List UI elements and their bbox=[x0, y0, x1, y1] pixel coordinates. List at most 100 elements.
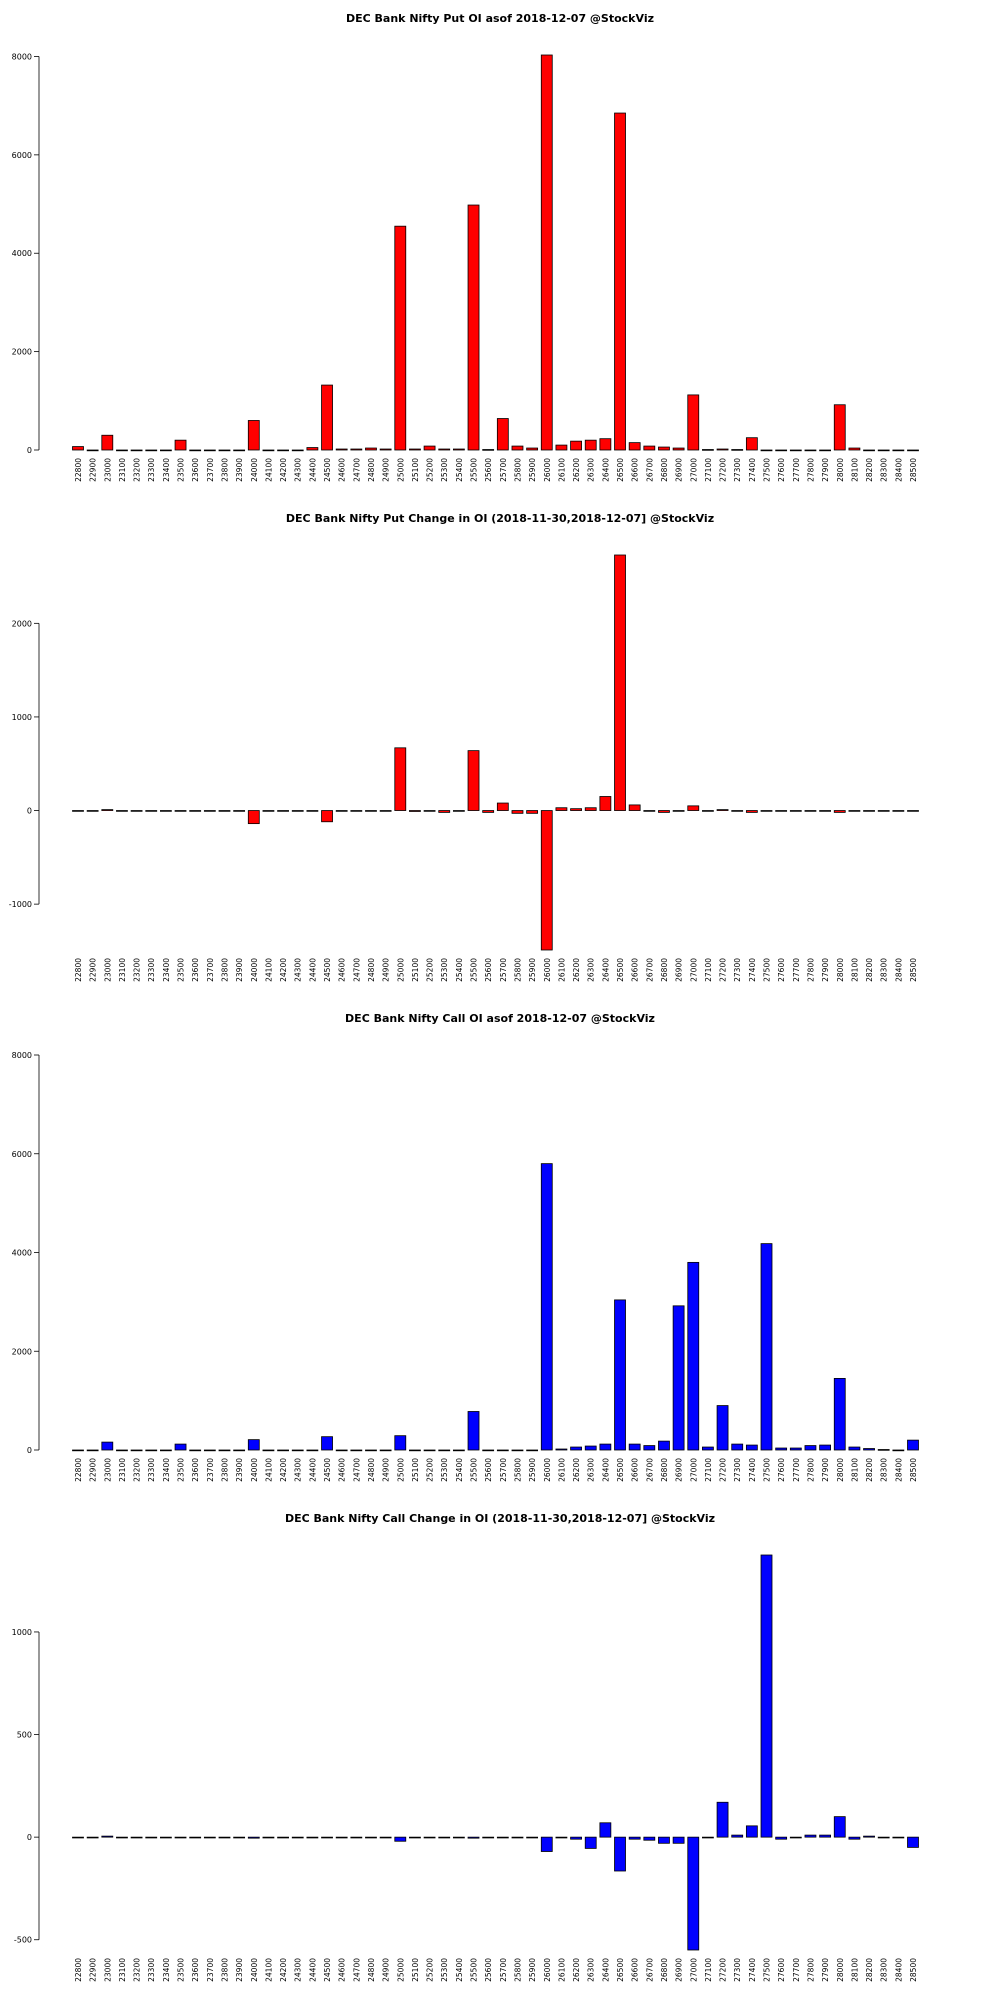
x-tick-label: 23900 bbox=[235, 458, 244, 482]
x-tick-label: 26500 bbox=[616, 1458, 625, 1482]
y-tick-label: 4000 bbox=[12, 249, 32, 258]
x-tick-label: 23600 bbox=[191, 1958, 200, 1982]
x-tick-label: 23600 bbox=[191, 1458, 200, 1482]
x-tick-label: 25900 bbox=[528, 958, 537, 982]
x-tick-label: 26200 bbox=[572, 458, 581, 482]
x-tick-label: 23600 bbox=[191, 458, 200, 482]
x-tick-label: 26800 bbox=[660, 958, 669, 982]
bar bbox=[438, 1449, 451, 1452]
bar bbox=[218, 1836, 231, 1839]
bar bbox=[804, 1834, 817, 1838]
bar bbox=[658, 1836, 670, 1844]
x-tick-label: 27400 bbox=[748, 458, 757, 482]
x-tick-label: 27000 bbox=[689, 458, 698, 482]
x-tick-label: 25200 bbox=[426, 958, 435, 982]
x-tick-label: 23100 bbox=[118, 1958, 127, 1982]
bar bbox=[643, 1836, 656, 1841]
x-tick-label: 24600 bbox=[338, 458, 347, 482]
x-tick-label: 23500 bbox=[177, 458, 186, 482]
bar bbox=[160, 810, 172, 812]
x-tick-label: 24000 bbox=[250, 1958, 259, 1982]
y-tick-label: -500 bbox=[14, 1936, 32, 1945]
bar bbox=[599, 438, 612, 451]
bar bbox=[233, 449, 246, 452]
x-tick-label: 23500 bbox=[177, 1458, 186, 1482]
x-tick-label: 25500 bbox=[470, 958, 479, 982]
x-tick-label: 27100 bbox=[704, 1958, 713, 1982]
bar bbox=[467, 1836, 480, 1839]
x-tick-label: 26100 bbox=[557, 458, 566, 482]
x-tick-label: 24700 bbox=[352, 1958, 361, 1982]
x-tick-label: 28200 bbox=[865, 1458, 874, 1482]
chart-title: DEC Bank Nifty Call Change in OI (2018-1… bbox=[285, 1512, 715, 1525]
x-tick-label: 28300 bbox=[880, 958, 889, 982]
x-tick-label: 26900 bbox=[675, 1958, 684, 1982]
bar bbox=[628, 1443, 641, 1451]
bar bbox=[716, 448, 729, 451]
bar bbox=[409, 1836, 421, 1839]
x-tick-label: 27100 bbox=[704, 458, 713, 482]
x-tick-label: 24900 bbox=[382, 958, 391, 982]
bar bbox=[423, 1836, 436, 1839]
bar bbox=[687, 805, 700, 811]
x-tick-label: 28000 bbox=[836, 1958, 845, 1982]
x-tick-label: 26500 bbox=[616, 958, 625, 982]
x-tick-label: 24400 bbox=[308, 458, 317, 482]
x-tick-label: 24400 bbox=[308, 1958, 317, 1982]
bar-chart: DEC Bank Nifty Put Change in OI (2018-11… bbox=[9, 512, 919, 982]
bar bbox=[72, 1449, 84, 1452]
x-tick-label: 28300 bbox=[880, 1458, 889, 1482]
bar bbox=[101, 809, 114, 811]
bar bbox=[262, 449, 275, 452]
bar bbox=[247, 1439, 260, 1451]
x-tick-label: 25800 bbox=[513, 1958, 522, 1982]
x-tick-label: 24000 bbox=[250, 958, 259, 982]
x-tick-label: 26100 bbox=[557, 958, 566, 982]
x-tick-label: 25700 bbox=[499, 458, 508, 482]
x-tick-label: 28100 bbox=[850, 1458, 859, 1482]
bar bbox=[687, 394, 700, 451]
x-tick-label: 22800 bbox=[74, 1958, 83, 1982]
chart-title: DEC Bank Nifty Put OI asof 2018-12-07 @S… bbox=[346, 12, 654, 25]
chart-title: DEC Bank Nifty Put Change in OI (2018-11… bbox=[286, 512, 714, 525]
bar-chart: DEC Bank Nifty Put OI asof 2018-12-07 @S… bbox=[12, 12, 919, 482]
y-tick-label: 8000 bbox=[12, 52, 32, 61]
bar bbox=[116, 449, 128, 452]
bar bbox=[394, 1836, 407, 1842]
bar bbox=[760, 1243, 773, 1451]
bar bbox=[672, 810, 685, 812]
x-tick-label: 23700 bbox=[206, 458, 215, 482]
x-tick-label: 25700 bbox=[499, 1458, 508, 1482]
x-tick-label: 25200 bbox=[426, 1458, 435, 1482]
bar bbox=[877, 1836, 890, 1839]
x-tick-label: 27800 bbox=[806, 1958, 815, 1982]
bar bbox=[628, 804, 641, 811]
x-tick-label: 24300 bbox=[294, 458, 303, 482]
bar bbox=[877, 1449, 890, 1451]
bar bbox=[760, 449, 773, 452]
bar bbox=[277, 1449, 289, 1452]
bar bbox=[291, 1836, 304, 1839]
y-tick-label: 6000 bbox=[12, 1150, 32, 1159]
bar bbox=[511, 1449, 524, 1452]
x-tick-label: 28100 bbox=[850, 1958, 859, 1982]
bar bbox=[394, 225, 407, 451]
bar bbox=[116, 810, 128, 812]
bar bbox=[672, 1305, 685, 1451]
x-tick-label: 25700 bbox=[499, 958, 508, 982]
bar bbox=[702, 1836, 714, 1839]
x-tick-label: 25000 bbox=[396, 1458, 405, 1482]
x-tick-label: 26900 bbox=[675, 958, 684, 982]
x-tick-label: 28200 bbox=[865, 958, 874, 982]
bar bbox=[321, 1836, 333, 1839]
bar bbox=[877, 449, 890, 452]
x-tick-label: 26000 bbox=[543, 1458, 552, 1482]
x-tick-label: 25300 bbox=[440, 458, 449, 482]
y-tick-label: 0 bbox=[27, 1446, 32, 1455]
x-tick-label: 24600 bbox=[338, 958, 347, 982]
x-tick-label: 27600 bbox=[777, 958, 786, 982]
x-tick-label: 24200 bbox=[279, 1458, 288, 1482]
x-tick-label: 28300 bbox=[880, 1958, 889, 1982]
bar bbox=[745, 1444, 758, 1451]
bar bbox=[716, 1801, 729, 1838]
